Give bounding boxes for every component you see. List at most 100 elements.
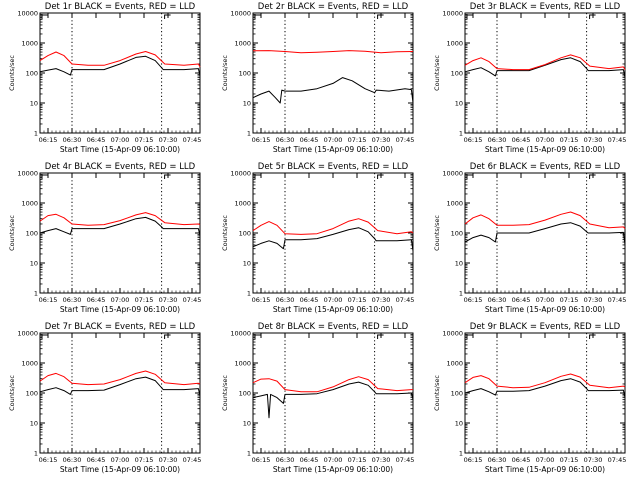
events-series-line [252,381,414,419]
y-tick-label: 10 [455,100,463,108]
y-tick-label: 1000 [21,360,38,368]
y-tick-label: 1 [459,130,463,138]
x-tick-label: 07:15 [560,296,579,304]
x-tick-label: 07:15 [348,456,367,464]
y-axis-label: Counts/sec [221,375,229,411]
x-tick-label: 06:45 [300,456,319,464]
plot-frame [252,332,414,454]
x-tick-label: 07:30 [159,136,178,144]
events-series-line [39,376,201,397]
x-tick-label: 07:30 [159,296,178,304]
x-tick-label: 07:00 [324,136,343,144]
x-tick-label: 07:30 [372,296,391,304]
y-tick-label: 10000 [230,170,251,178]
bracket-mark [377,334,384,339]
y-tick-label: 100 [26,70,38,78]
lld-series-line [39,51,201,68]
x-tick-label: 07:00 [536,296,555,304]
y-tick-label: 10 [30,420,38,428]
y-tick-label: 1 [34,130,38,138]
y-tick-label: 1000 [234,40,251,48]
x-tick-label: 06:15 [464,296,483,304]
plot-frame [39,172,201,294]
bracket-mark [589,14,596,19]
bracket-mark [41,14,48,19]
y-axis-label: Counts/sec [433,215,441,251]
y-tick-label: 100 [26,390,38,398]
detector-panel: Det 4r BLACK = Events, RED = LLD 1 10 100 10… [8,162,201,314]
bracket-mark [41,334,48,339]
x-tick-label: 06:45 [512,136,531,144]
x-tick-label: 07:30 [372,456,391,464]
y-tick-label: 100 [239,390,251,398]
lld-series-line [39,370,201,386]
x-tick-label: 07:15 [560,136,579,144]
x-axis-label: Start Time (15-Apr-09 06:10:00) [485,465,605,474]
x-tick-label: 07:15 [348,136,367,144]
y-tick-label: 10 [455,420,463,428]
x-tick-label: 07:30 [584,456,603,464]
x-tick-label: 07:45 [183,456,202,464]
bracket-mark [589,174,596,179]
x-tick-label: 06:30 [276,136,295,144]
x-tick-label: 06:15 [252,456,271,464]
y-tick-label: 10000 [17,170,38,178]
y-tick-label: 10 [243,260,251,268]
y-axis-label: Counts/sec [433,55,441,91]
detector-panel: Det 3r BLACK = Events, RED = LLD 1 10 100 10… [433,2,626,154]
y-tick-label: 1 [247,130,251,138]
x-tick-label: 06:15 [464,136,483,144]
x-tick-label: 07:45 [608,296,627,304]
x-tick-label: 06:30 [276,456,295,464]
x-tick-label: 07:15 [135,456,154,464]
events-series-line [464,378,626,398]
x-tick-label: 06:30 [63,456,82,464]
x-tick-label: 07:00 [111,296,130,304]
events-series-line [39,55,201,77]
x-tick-label: 07:45 [396,296,415,304]
y-tick-label: 10000 [17,330,38,338]
plot-title: Det 3r BLACK = Events, RED = LLD [470,2,621,12]
bracket-mark [254,334,261,339]
x-tick-label: 07:45 [396,136,415,144]
x-tick-label: 07:15 [135,136,154,144]
plot-frame [252,12,414,134]
x-tick-label: 06:15 [39,296,58,304]
plot-title: Det 2r BLACK = Events, RED = LLD [258,2,409,12]
lld-series-line [252,218,414,235]
detector-panel: Det 2r BLACK = Events, RED = LLD 1 10 100 10… [221,2,414,154]
x-tick-label: 06:15 [252,296,271,304]
plot-frame [252,172,414,294]
y-tick-label: 10000 [442,330,463,338]
x-tick-label: 07:45 [608,136,627,144]
plot-title: Det 4r BLACK = Events, RED = LLD [45,162,196,172]
events-series-line [464,57,626,78]
x-tick-label: 07:30 [372,136,391,144]
y-tick-label: 1000 [446,200,463,208]
y-tick-label: 1000 [21,40,38,48]
x-tick-label: 06:45 [87,456,106,464]
x-tick-label: 06:45 [512,296,531,304]
x-axis-label: Start Time (15-Apr-09 06:10:00) [60,305,180,314]
detector-panel: Det 8r BLACK = Events, RED = LLD 1 10 100 10… [221,322,414,474]
x-tick-label: 06:45 [512,456,531,464]
y-tick-label: 10 [243,100,251,108]
x-tick-label: 06:15 [39,136,58,144]
bracket-mark [164,174,171,179]
bracket-mark [377,174,384,179]
y-tick-label: 10 [243,420,251,428]
x-tick-label: 07:45 [608,456,627,464]
bracket-mark [466,334,473,339]
x-tick-label: 06:45 [87,136,106,144]
y-tick-label: 100 [239,230,251,238]
x-tick-label: 06:45 [87,296,106,304]
x-tick-label: 07:00 [111,136,130,144]
y-tick-label: 10 [455,260,463,268]
x-tick-label: 07:30 [584,296,603,304]
x-tick-label: 06:30 [488,456,507,464]
bracket-mark [41,174,48,179]
x-tick-label: 07:15 [135,296,154,304]
y-tick-label: 100 [26,230,38,238]
plot-frame [464,12,626,134]
